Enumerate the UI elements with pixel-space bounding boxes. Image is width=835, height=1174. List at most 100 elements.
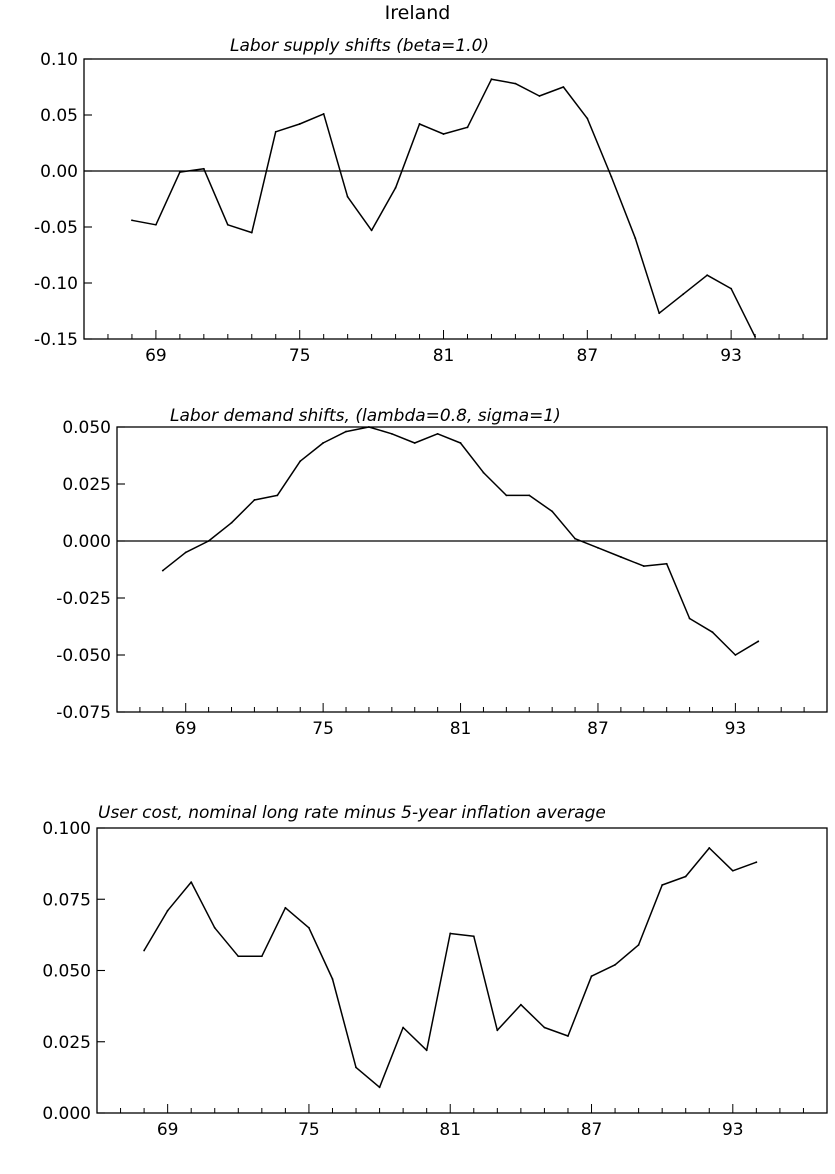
x-tick-label: 93: [722, 1120, 744, 1140]
data-point: [143, 949, 145, 952]
data-point: [237, 955, 240, 958]
data-point: [230, 521, 233, 524]
plot-frame: [96, 827, 828, 1114]
data-point: [298, 123, 301, 125]
data-point: [378, 1086, 381, 1089]
data-point: [368, 426, 370, 428]
data-point: [634, 237, 637, 240]
data-point: [754, 335, 756, 338]
data-point: [574, 537, 576, 540]
data-point: [161, 569, 164, 572]
data-point: [543, 1026, 546, 1029]
data-point: [642, 565, 645, 567]
data-point: [250, 231, 253, 234]
chart-title: Labor demand shifts, (lambda=0.8, sigma=…: [170, 406, 561, 426]
data-point: [253, 499, 256, 501]
plot-frame: [83, 58, 828, 340]
data-point: [207, 540, 210, 542]
y-tick-label: -0.025: [56, 589, 111, 609]
data-point: [619, 556, 622, 558]
x-tick-label: 93: [725, 719, 747, 739]
y-tick-label: 0.05: [40, 106, 78, 126]
data-point: [155, 223, 157, 226]
data-point: [637, 943, 640, 946]
data-point: [425, 1049, 428, 1052]
x-tick-label: 75: [312, 719, 334, 739]
data-point: [562, 86, 565, 88]
data-point: [345, 430, 347, 433]
data-point: [274, 130, 277, 133]
x-tick-label: 69: [157, 1120, 179, 1140]
data-point: [436, 432, 439, 435]
data-point: [166, 909, 169, 912]
y-tick-label: 0.050: [42, 962, 91, 982]
data-point: [308, 926, 310, 929]
data-point: [299, 460, 302, 463]
y-tick-label: 0.050: [62, 418, 111, 438]
data-point: [346, 195, 349, 198]
data-point: [202, 167, 205, 170]
data-point: [734, 654, 737, 656]
data-point: [482, 471, 485, 474]
x-tick-label: 69: [175, 719, 197, 739]
data-point: [413, 442, 416, 444]
page-title: Ireland: [384, 2, 451, 24]
x-tick-label: 87: [581, 1120, 603, 1140]
x-tick-label: 69: [145, 346, 167, 366]
data-point: [757, 640, 760, 643]
data-point: [472, 935, 475, 938]
data-point: [459, 442, 462, 444]
y-tick-label: 0.00: [40, 162, 78, 182]
x-tick-label: 75: [298, 1120, 320, 1140]
data-point: [496, 1029, 499, 1032]
y-tick-label: 0.000: [42, 1104, 91, 1124]
data-point: [284, 906, 287, 909]
data-point: [590, 975, 593, 978]
chart-title: Labor supply shifts (beta=1.0): [230, 36, 489, 56]
data-point: [538, 95, 541, 97]
data-point: [355, 1066, 357, 1069]
data-point: [706, 274, 709, 277]
data-point: [490, 78, 493, 81]
data-point: [226, 223, 229, 226]
y-tick-label: 0.000: [62, 532, 111, 552]
data-point: [684, 875, 687, 878]
data-point: [178, 171, 181, 174]
data-point: [276, 494, 279, 497]
data-point: [682, 293, 685, 296]
data-point: [418, 123, 421, 125]
x-tick-label: 93: [720, 346, 742, 366]
data-point: [528, 494, 531, 497]
y-tick-label: -0.15: [34, 330, 78, 350]
x-tick-label: 81: [433, 346, 455, 366]
data-point: [394, 186, 397, 189]
data-point: [614, 963, 616, 966]
y-tick-label: -0.05: [34, 218, 78, 238]
x-tick-label: 87: [577, 346, 599, 366]
data-point: [131, 219, 133, 222]
data-point: [322, 112, 325, 115]
data-point: [514, 82, 517, 85]
y-tick-label: 0.025: [42, 1033, 91, 1053]
series-line: [143, 847, 757, 1089]
y-tick-label: -0.10: [34, 274, 78, 294]
y-tick-label: -0.075: [56, 703, 111, 723]
data-point: [731, 869, 734, 872]
y-tick-label: -0.050: [56, 646, 111, 666]
chart-panel-3: User cost, nominal long rate minus 5-yea…: [42, 803, 828, 1140]
chart-panel-2: Labor demand shifts, (lambda=0.8, sigma=…: [56, 406, 828, 739]
data-point: [708, 847, 711, 849]
y-tick-label: 0.075: [42, 890, 91, 910]
data-point: [190, 881, 193, 884]
data-point: [665, 562, 668, 565]
data-point: [658, 312, 661, 315]
data-point: [402, 1026, 405, 1029]
series-line: [131, 78, 756, 338]
data-point: [711, 631, 714, 634]
y-tick-label: 0.025: [62, 475, 111, 495]
data-point: [586, 117, 589, 120]
data-point: [370, 229, 373, 232]
data-point: [519, 1003, 522, 1006]
data-point: [449, 932, 452, 935]
